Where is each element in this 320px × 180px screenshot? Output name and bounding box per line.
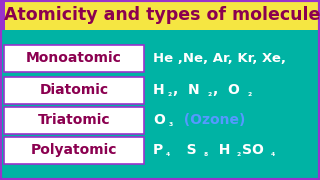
Text: ₃: ₃ bbox=[168, 118, 172, 128]
Text: ₄: ₄ bbox=[166, 148, 171, 158]
FancyBboxPatch shape bbox=[0, 0, 5, 34]
Text: SO: SO bbox=[242, 143, 264, 157]
Text: Triatomic: Triatomic bbox=[38, 113, 110, 127]
FancyBboxPatch shape bbox=[4, 136, 144, 163]
Text: O: O bbox=[153, 113, 165, 127]
Text: P: P bbox=[153, 143, 163, 157]
Text: H: H bbox=[209, 143, 230, 157]
Text: ₂: ₂ bbox=[236, 148, 241, 158]
Text: ,  O: , O bbox=[213, 83, 240, 97]
Text: ₂: ₂ bbox=[168, 88, 172, 98]
Text: ₂: ₂ bbox=[208, 88, 212, 98]
Text: ₂: ₂ bbox=[248, 88, 252, 98]
FancyBboxPatch shape bbox=[5, 0, 320, 34]
Text: ₄: ₄ bbox=[270, 148, 275, 158]
Text: Monoatomic: Monoatomic bbox=[26, 51, 122, 65]
Text: ₈: ₈ bbox=[204, 148, 208, 158]
Text: ,  N: , N bbox=[173, 83, 200, 97]
Text: Polyatomic: Polyatomic bbox=[31, 143, 117, 157]
Text: Diatomic: Diatomic bbox=[39, 83, 108, 97]
FancyBboxPatch shape bbox=[4, 76, 144, 104]
Text: Atomicity and types of molecule: Atomicity and types of molecule bbox=[4, 6, 320, 24]
FancyBboxPatch shape bbox=[0, 30, 320, 34]
Text: S: S bbox=[172, 143, 196, 157]
FancyBboxPatch shape bbox=[4, 107, 144, 134]
Text: (Ozone): (Ozone) bbox=[174, 113, 245, 127]
Text: H: H bbox=[153, 83, 164, 97]
Text: He ,Ne, Ar, Kr, Xe,: He ,Ne, Ar, Kr, Xe, bbox=[153, 51, 286, 64]
FancyBboxPatch shape bbox=[4, 44, 144, 71]
